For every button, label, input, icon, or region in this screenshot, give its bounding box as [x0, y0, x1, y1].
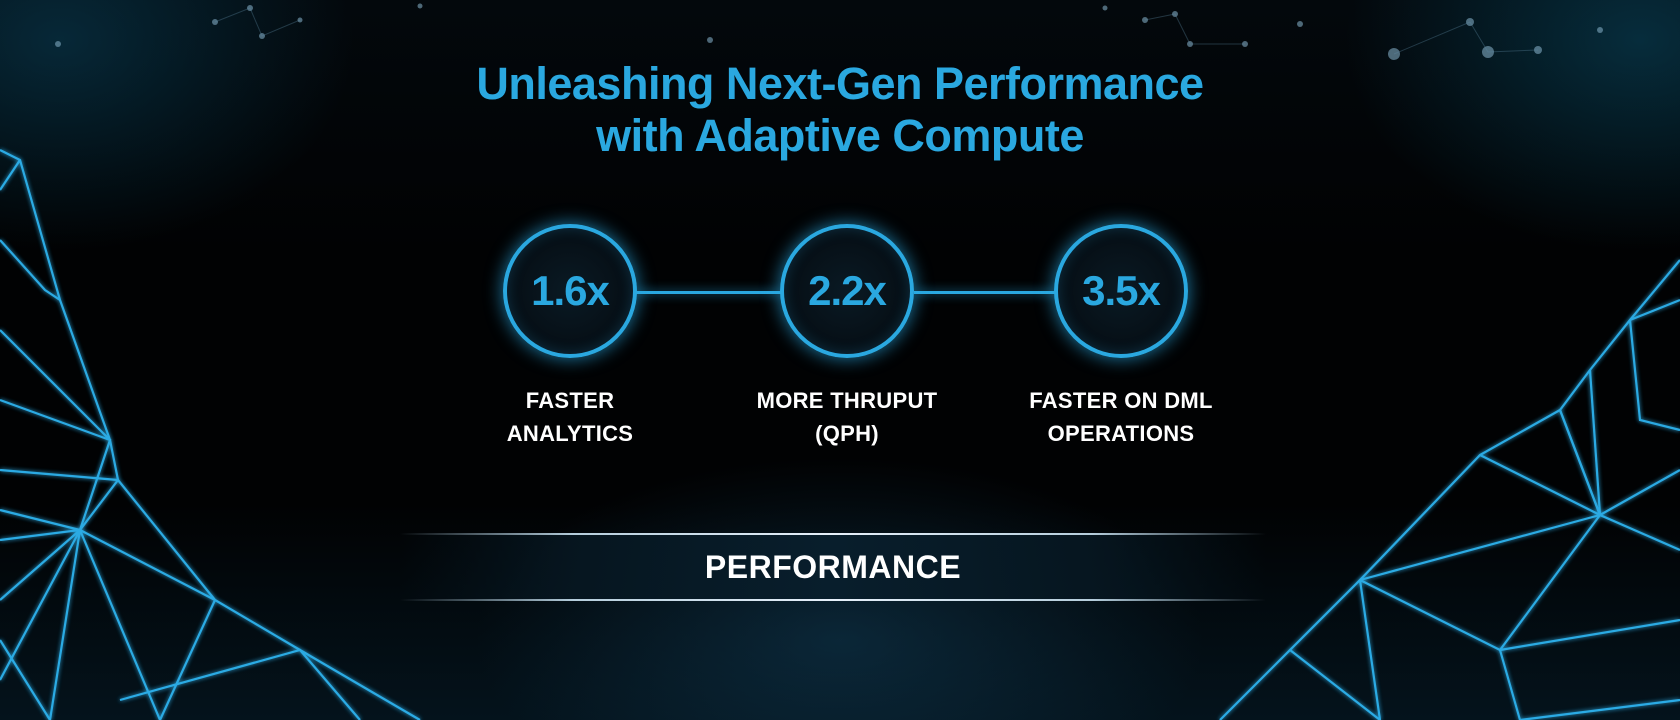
- banner-top-rule: [400, 533, 1266, 535]
- metric-label-line-2: (QPH): [815, 421, 879, 446]
- metric-circle: 1.6x: [503, 224, 637, 358]
- metric-label-line-2: ANALYTICS: [506, 421, 634, 446]
- metric-analytics: 1.6x FASTER ANALYTICS: [420, 224, 720, 450]
- constellation-lines: [214, 7, 1539, 55]
- constellation-dots: [55, 3, 1603, 60]
- metric-label-line-1: FASTER ON DML: [1029, 388, 1213, 413]
- banner-bottom-rule: [400, 599, 1266, 601]
- connector-line: [634, 291, 784, 294]
- metric-circle: 3.5x: [1054, 224, 1188, 358]
- right-wireframe: [1219, 259, 1680, 720]
- metric-label-line-1: MORE THRUPUT: [756, 388, 938, 413]
- headline: Unleashing Next-Gen Performance with Ada…: [0, 58, 1680, 162]
- metric-label: MORE THRUPUT (QPH): [697, 384, 997, 450]
- metric-value: 2.2x: [808, 267, 887, 314]
- section-banner: PERFORMANCE: [400, 533, 1266, 601]
- metric-dml: 3.5x FASTER ON DML OPERATIONS: [971, 224, 1271, 450]
- headline-line-1: Unleashing Next-Gen Performance: [476, 58, 1204, 109]
- metric-label: FASTER ANALYTICS: [420, 384, 720, 450]
- metric-label-line-2: OPERATIONS: [1047, 421, 1195, 446]
- metric-value: 3.5x: [1082, 267, 1161, 314]
- metric-label-line-1: FASTER: [525, 388, 615, 413]
- metric-value: 1.6x: [531, 267, 610, 314]
- metric-circle: 2.2x: [780, 224, 914, 358]
- metric-label: FASTER ON DML OPERATIONS: [971, 384, 1271, 450]
- metric-thruput: 2.2x MORE THRUPUT (QPH): [697, 224, 997, 450]
- banner-label: PERFORMANCE: [704, 548, 962, 585]
- left-wireframe: [0, 149, 421, 720]
- headline-line-2: with Adaptive Compute: [596, 110, 1084, 161]
- connector-line: [914, 291, 1060, 294]
